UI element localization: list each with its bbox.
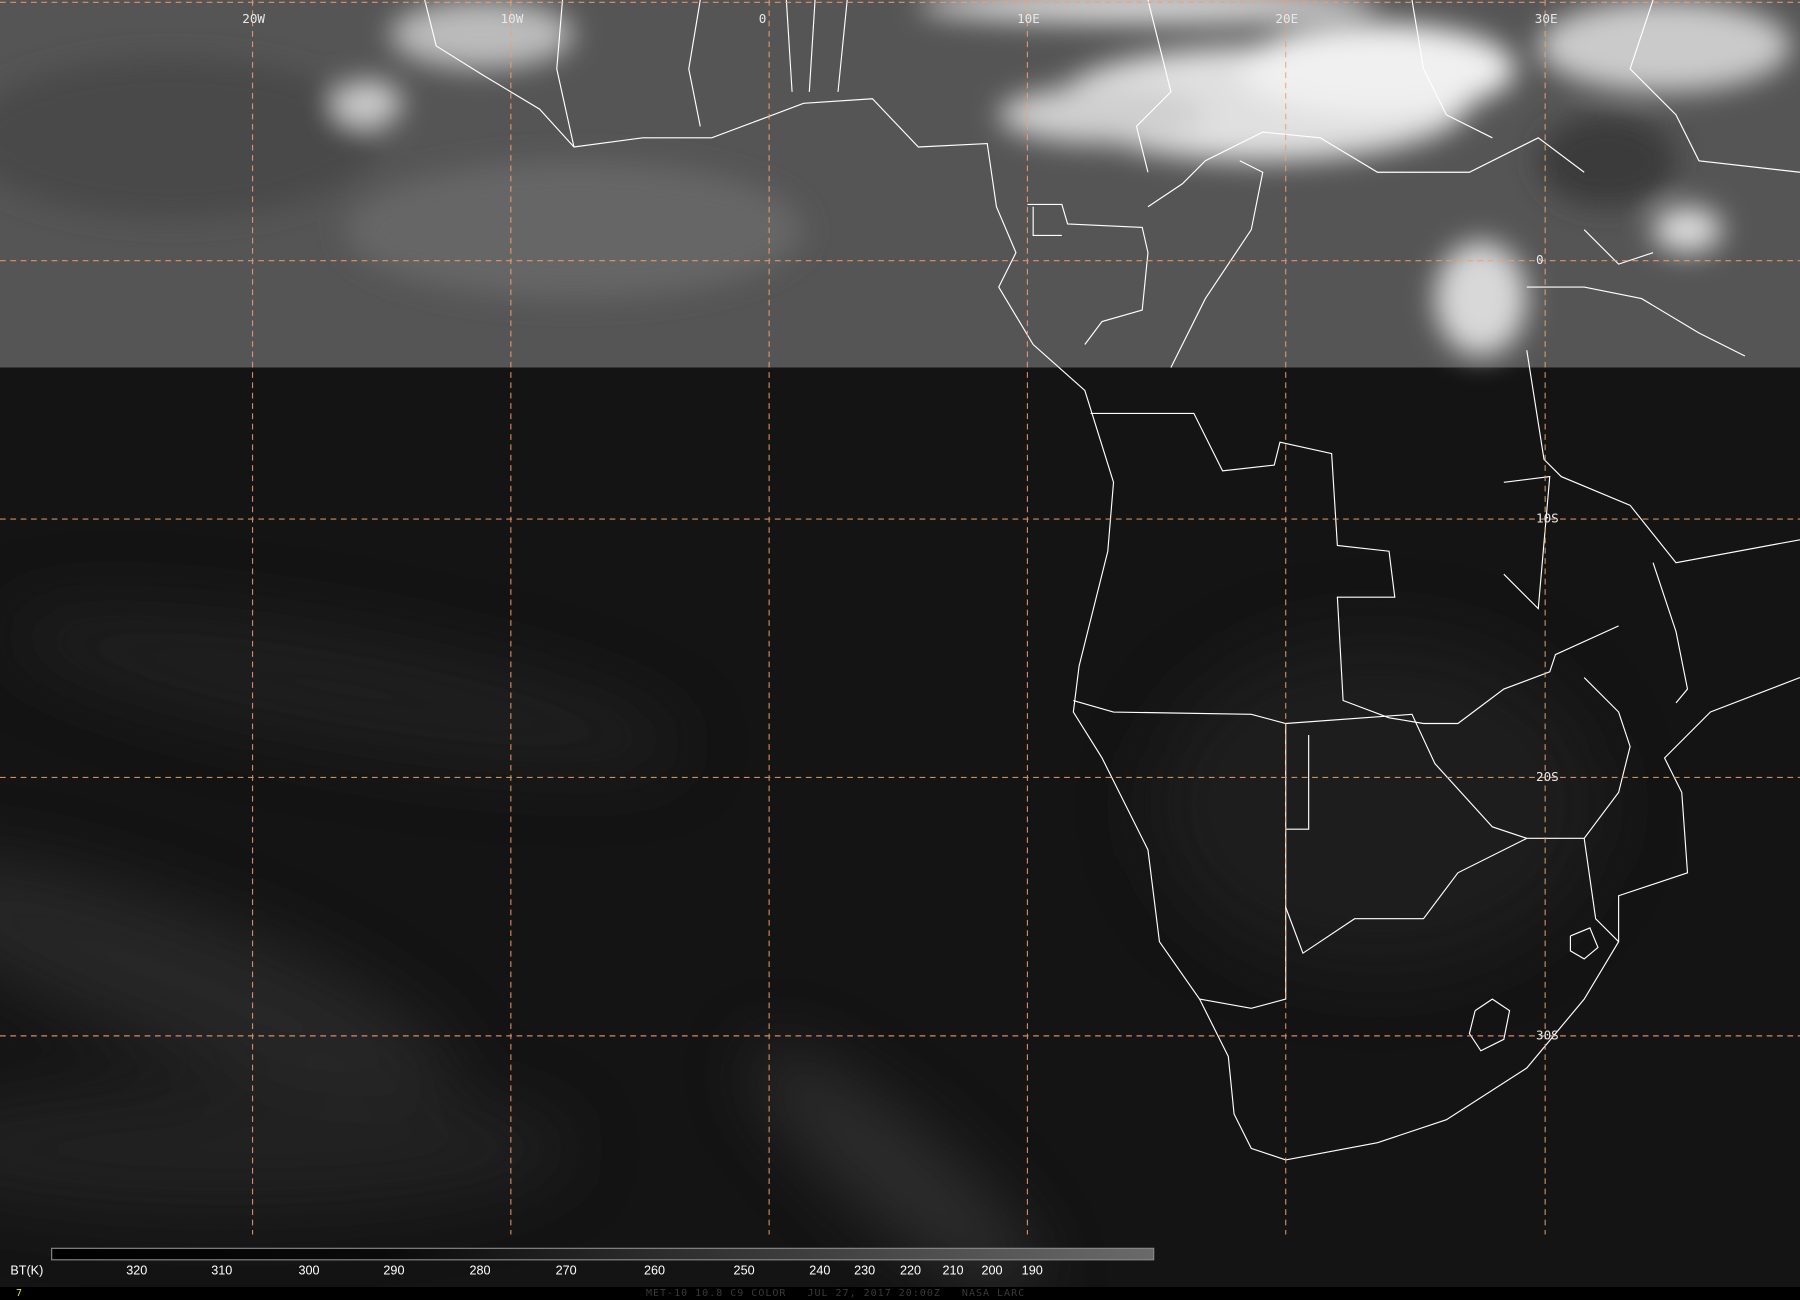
border — [1170, 160, 1264, 368]
border — [1147, 131, 1585, 208]
colorbar-unit-label: BT(K) — [10, 1264, 43, 1278]
border — [1090, 412, 1619, 725]
image-caption: MET-10 10.8 C9 COLOR JUL 27, 2017 20:00Z… — [646, 1288, 1026, 1299]
border — [688, 0, 701, 127]
coastline — [424, 0, 1800, 1161]
border — [1526, 350, 1800, 564]
colorbar-tick-label: 250 — [734, 1264, 755, 1278]
border — [1629, 0, 1800, 173]
latitude-label: 10S — [1536, 511, 1559, 526]
day-cloud-texture — [0, 0, 1791, 357]
latitude-label: 20S — [1536, 769, 1559, 784]
frame-number: 7 — [16, 1288, 23, 1299]
border — [1652, 562, 1689, 704]
colorbar-tick-label: 200 — [982, 1264, 1003, 1278]
latitude-label: 30S — [1536, 1027, 1559, 1042]
colorbar-gradient — [51, 1247, 1155, 1261]
colorbar-tick-label: 210 — [942, 1264, 963, 1278]
colorbar-tick-label: 230 — [854, 1264, 875, 1278]
border — [1285, 837, 1528, 955]
lat-lon-grid — [0, 0, 1800, 1235]
border — [1027, 203, 1149, 345]
border — [1032, 206, 1062, 236]
longitude-label: 30E — [1535, 11, 1558, 26]
border — [1583, 838, 1620, 943]
colorbar-tick-label: 260 — [644, 1264, 665, 1278]
border — [1526, 286, 1746, 357]
longitude-label: 20E — [1275, 11, 1298, 26]
longitude-label: 10W — [501, 11, 524, 26]
colorbar-tick-label: 220 — [900, 1264, 921, 1278]
colorbar-tick-label: 240 — [809, 1264, 830, 1278]
grid-labels: 20W 10W 0 10E 20E 30E 0 10S 20S 30S — [242, 11, 1559, 1042]
longitude-label: 20W — [242, 11, 265, 26]
colorbar-tick-label: 320 — [126, 1264, 147, 1278]
eswatini-border — [1569, 927, 1599, 960]
colorbar-tick-label: 190 — [1022, 1264, 1043, 1278]
colorbar-tick-label: 280 — [470, 1264, 491, 1278]
longitude-label: 10E — [1017, 11, 1040, 26]
border — [556, 0, 575, 148]
colorbar-tick-label: 290 — [383, 1264, 404, 1278]
border — [1411, 0, 1493, 139]
country-borders — [424, 0, 1800, 1161]
border — [1503, 475, 1551, 610]
colorbar: BT(K) 320 310 300 290 280 270 260 250 240 230 220 2… — [10, 1247, 1155, 1278]
colorbar-tick-label: 270 — [556, 1264, 577, 1278]
border — [837, 0, 848, 92]
colorbar-tick-label: 310 — [211, 1264, 232, 1278]
border — [1583, 229, 1654, 265]
lesotho-border — [1468, 998, 1511, 1052]
border — [1073, 677, 1631, 839]
border — [1135, 0, 1172, 173]
border — [785, 0, 793, 92]
latitude-label: 0 — [1536, 252, 1544, 267]
colorbar-tick-label: 300 — [298, 1264, 319, 1278]
border — [1285, 734, 1310, 830]
footer-bar: 7 MET-10 10.8 C9 COLOR JUL 27, 2017 20:0… — [0, 1287, 1800, 1300]
longitude-label: 0 — [759, 11, 767, 26]
border — [808, 0, 816, 92]
